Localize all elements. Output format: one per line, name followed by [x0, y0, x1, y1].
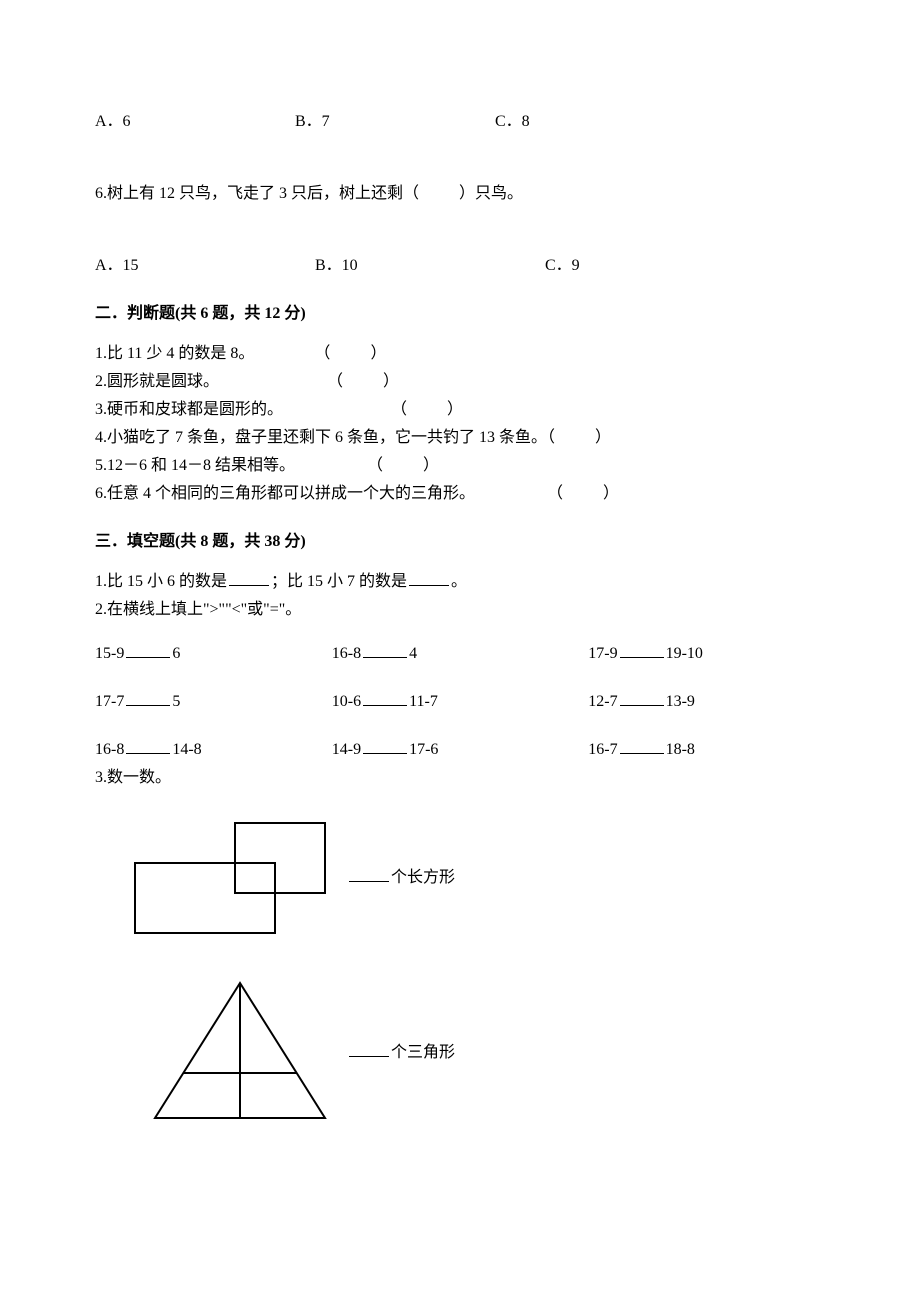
q6-suffix: ）只鸟。: [459, 185, 523, 202]
blank: [363, 690, 407, 706]
s2-item-1: 1.比 11 少 4 的数是 8。（）: [95, 342, 825, 366]
section3-header: 三．填空题(共 8 题，共 38 分): [95, 530, 825, 554]
figure-tri-label: 个三角形: [347, 1041, 455, 1065]
q6-option-c: C．9: [545, 254, 745, 278]
s2-item-2: 2.圆形就是圆球。（）: [95, 370, 825, 394]
q5-option-b: B．7: [295, 110, 495, 134]
cell: 16-814-8: [95, 738, 332, 762]
blank: [126, 738, 170, 754]
blank: [620, 738, 664, 754]
s3-q1: 1.比 15 小 6 的数是；比 15 小 7 的数是。: [95, 570, 825, 594]
blank: [363, 738, 407, 754]
s2-item-6: 6.任意 4 个相同的三角形都可以拼成一个大的三角形。（）: [95, 482, 825, 506]
s2-item-5: 5.12－6 和 14－8 结果相等。（）: [95, 454, 825, 478]
cell: 10-611-7: [332, 690, 588, 714]
cell: 14-917-6: [332, 738, 588, 762]
blank: [349, 866, 389, 882]
compare-row-1: 15-96 16-84 17-919-10: [95, 642, 825, 666]
s3-q3-intro: 3.数一数。: [95, 766, 825, 790]
cell: 16-84: [332, 642, 588, 666]
figure-rectangles: 个长方形: [125, 818, 825, 938]
s2-item-3: 3.硬币和皮球都是圆形的。（）: [95, 398, 825, 422]
cell: 12-713-9: [588, 690, 825, 714]
section2-header: 二．判断题(共 6 题，共 12 分): [95, 302, 825, 326]
q5-options-row: A．6 B．7 C．8: [95, 110, 825, 134]
blank: [620, 690, 664, 706]
figure-rect-label: 个长方形: [347, 866, 455, 890]
cell: 15-96: [95, 642, 332, 666]
s3-q2-intro: 2.在横线上填上">""<"或"="。: [95, 598, 825, 622]
q6-option-a: A．15: [95, 254, 315, 278]
compare-row-2: 17-75 10-611-7 12-713-9: [95, 690, 825, 714]
cell: 17-919-10: [588, 642, 825, 666]
section3-body: 1.比 15 小 6 的数是；比 15 小 7 的数是。 2.在横线上填上">"…: [95, 570, 825, 1128]
rectangles-diagram: [125, 818, 335, 938]
section2-list: 1.比 11 少 4 的数是 8。（） 2.圆形就是圆球。（） 3.硬币和皮球都…: [95, 342, 825, 506]
triangle-diagram: [145, 978, 335, 1128]
figure-triangles: 个三角形: [145, 978, 825, 1128]
blank: [126, 642, 170, 658]
q5-option-a: A．6: [95, 110, 295, 134]
blank: [229, 570, 269, 586]
cell: 17-75: [95, 690, 332, 714]
compare-row-3: 16-814-8 14-917-6 16-718-8: [95, 738, 825, 762]
blank: [620, 642, 664, 658]
q6-option-b: B．10: [315, 254, 545, 278]
document-page: A．6 B．7 C．8 6.树上有 12 只鸟，飞走了 3 只后，树上还剩（ ）只…: [0, 0, 920, 1128]
blank: [363, 642, 407, 658]
blank: [349, 1041, 389, 1057]
q5-option-c: C．8: [495, 110, 695, 134]
blank: [409, 570, 449, 586]
q6-text: 6.树上有 12 只鸟，飞走了 3 只后，树上还剩（ ）只鸟。: [95, 182, 825, 206]
s2-item-4: 4.小猫吃了 7 条鱼，盘子里还剩下 6 条鱼，它一共钓了 13 条鱼。（）: [95, 426, 825, 450]
blank: [126, 690, 170, 706]
cell: 16-718-8: [588, 738, 825, 762]
q6-prefix: 6.树上有 12 只鸟，飞走了 3 只后，树上还剩（: [95, 185, 419, 202]
q6-options-row: A．15 B．10 C．9: [95, 254, 825, 278]
